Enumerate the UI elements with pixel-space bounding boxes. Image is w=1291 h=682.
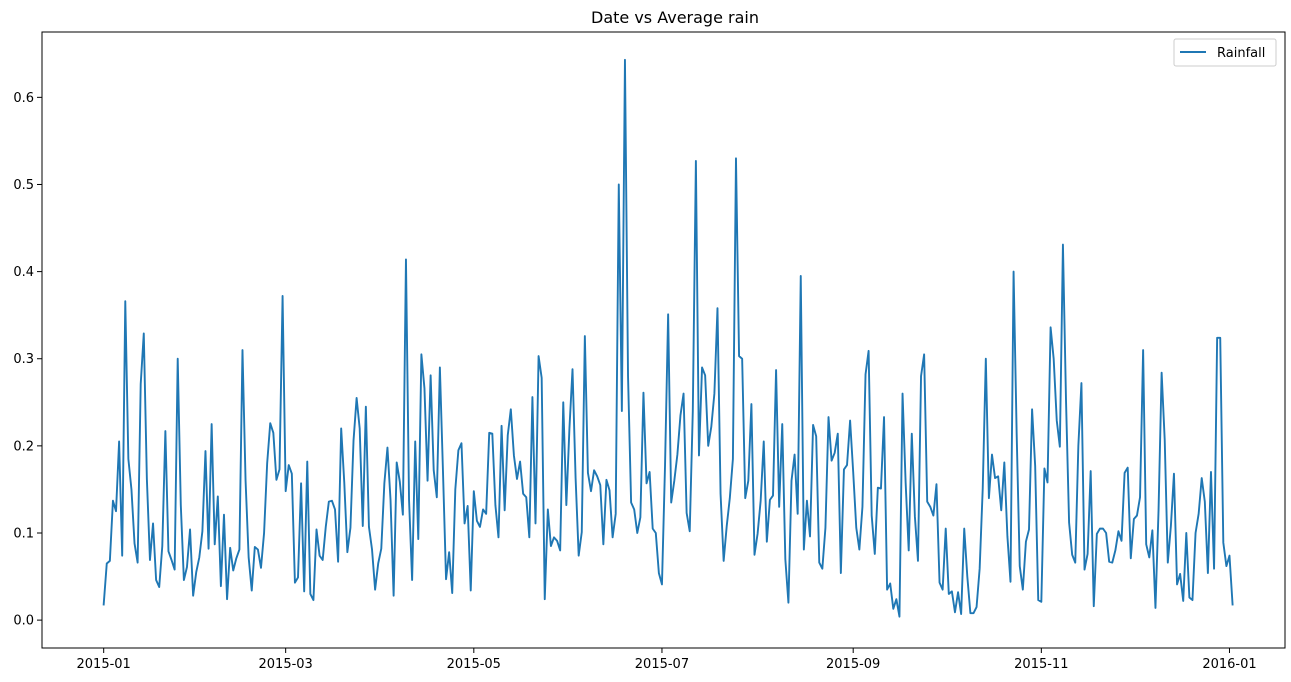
x-tick-label: 2016-01	[1202, 657, 1256, 672]
y-tick-label: 0.5	[13, 178, 34, 193]
y-tick-label: 0.4	[13, 265, 34, 280]
y-tick-label: 0.3	[13, 352, 34, 367]
y-tick-label: 0.2	[13, 439, 34, 454]
x-tick-label: 2015-11	[1014, 657, 1068, 672]
x-tick-label: 2015-05	[447, 657, 501, 672]
y-tick-label: 0.6	[13, 91, 34, 106]
x-axis: 2015-01 2015-03 2015-05 2015-07 2015-09 2015-…	[77, 648, 1257, 672]
x-tick-label: 2015-01	[77, 657, 131, 672]
legend: Rainfall	[1173, 38, 1277, 67]
y-tick-label: 0.1	[13, 526, 34, 541]
x-tick-label: 2015-07	[635, 657, 689, 672]
x-tick-label: 2015-03	[259, 657, 313, 672]
legend-box	[1173, 38, 1277, 67]
series-layer	[102, 58, 1234, 618]
y-tick-label: 0.0	[13, 614, 34, 629]
series-line-rainfall	[102, 58, 1234, 618]
y-axis: 0.0 0.1 0.2 0.3 0.4 0.5 0.6	[13, 91, 42, 629]
chart-title: Date vs Average rain	[591, 8, 759, 27]
legend-label-rainfall: Rainfall	[1217, 46, 1265, 61]
plot-frame	[41, 31, 1286, 649]
x-tick-label: 2015-09	[826, 657, 880, 672]
plot-area	[41, 31, 1286, 649]
